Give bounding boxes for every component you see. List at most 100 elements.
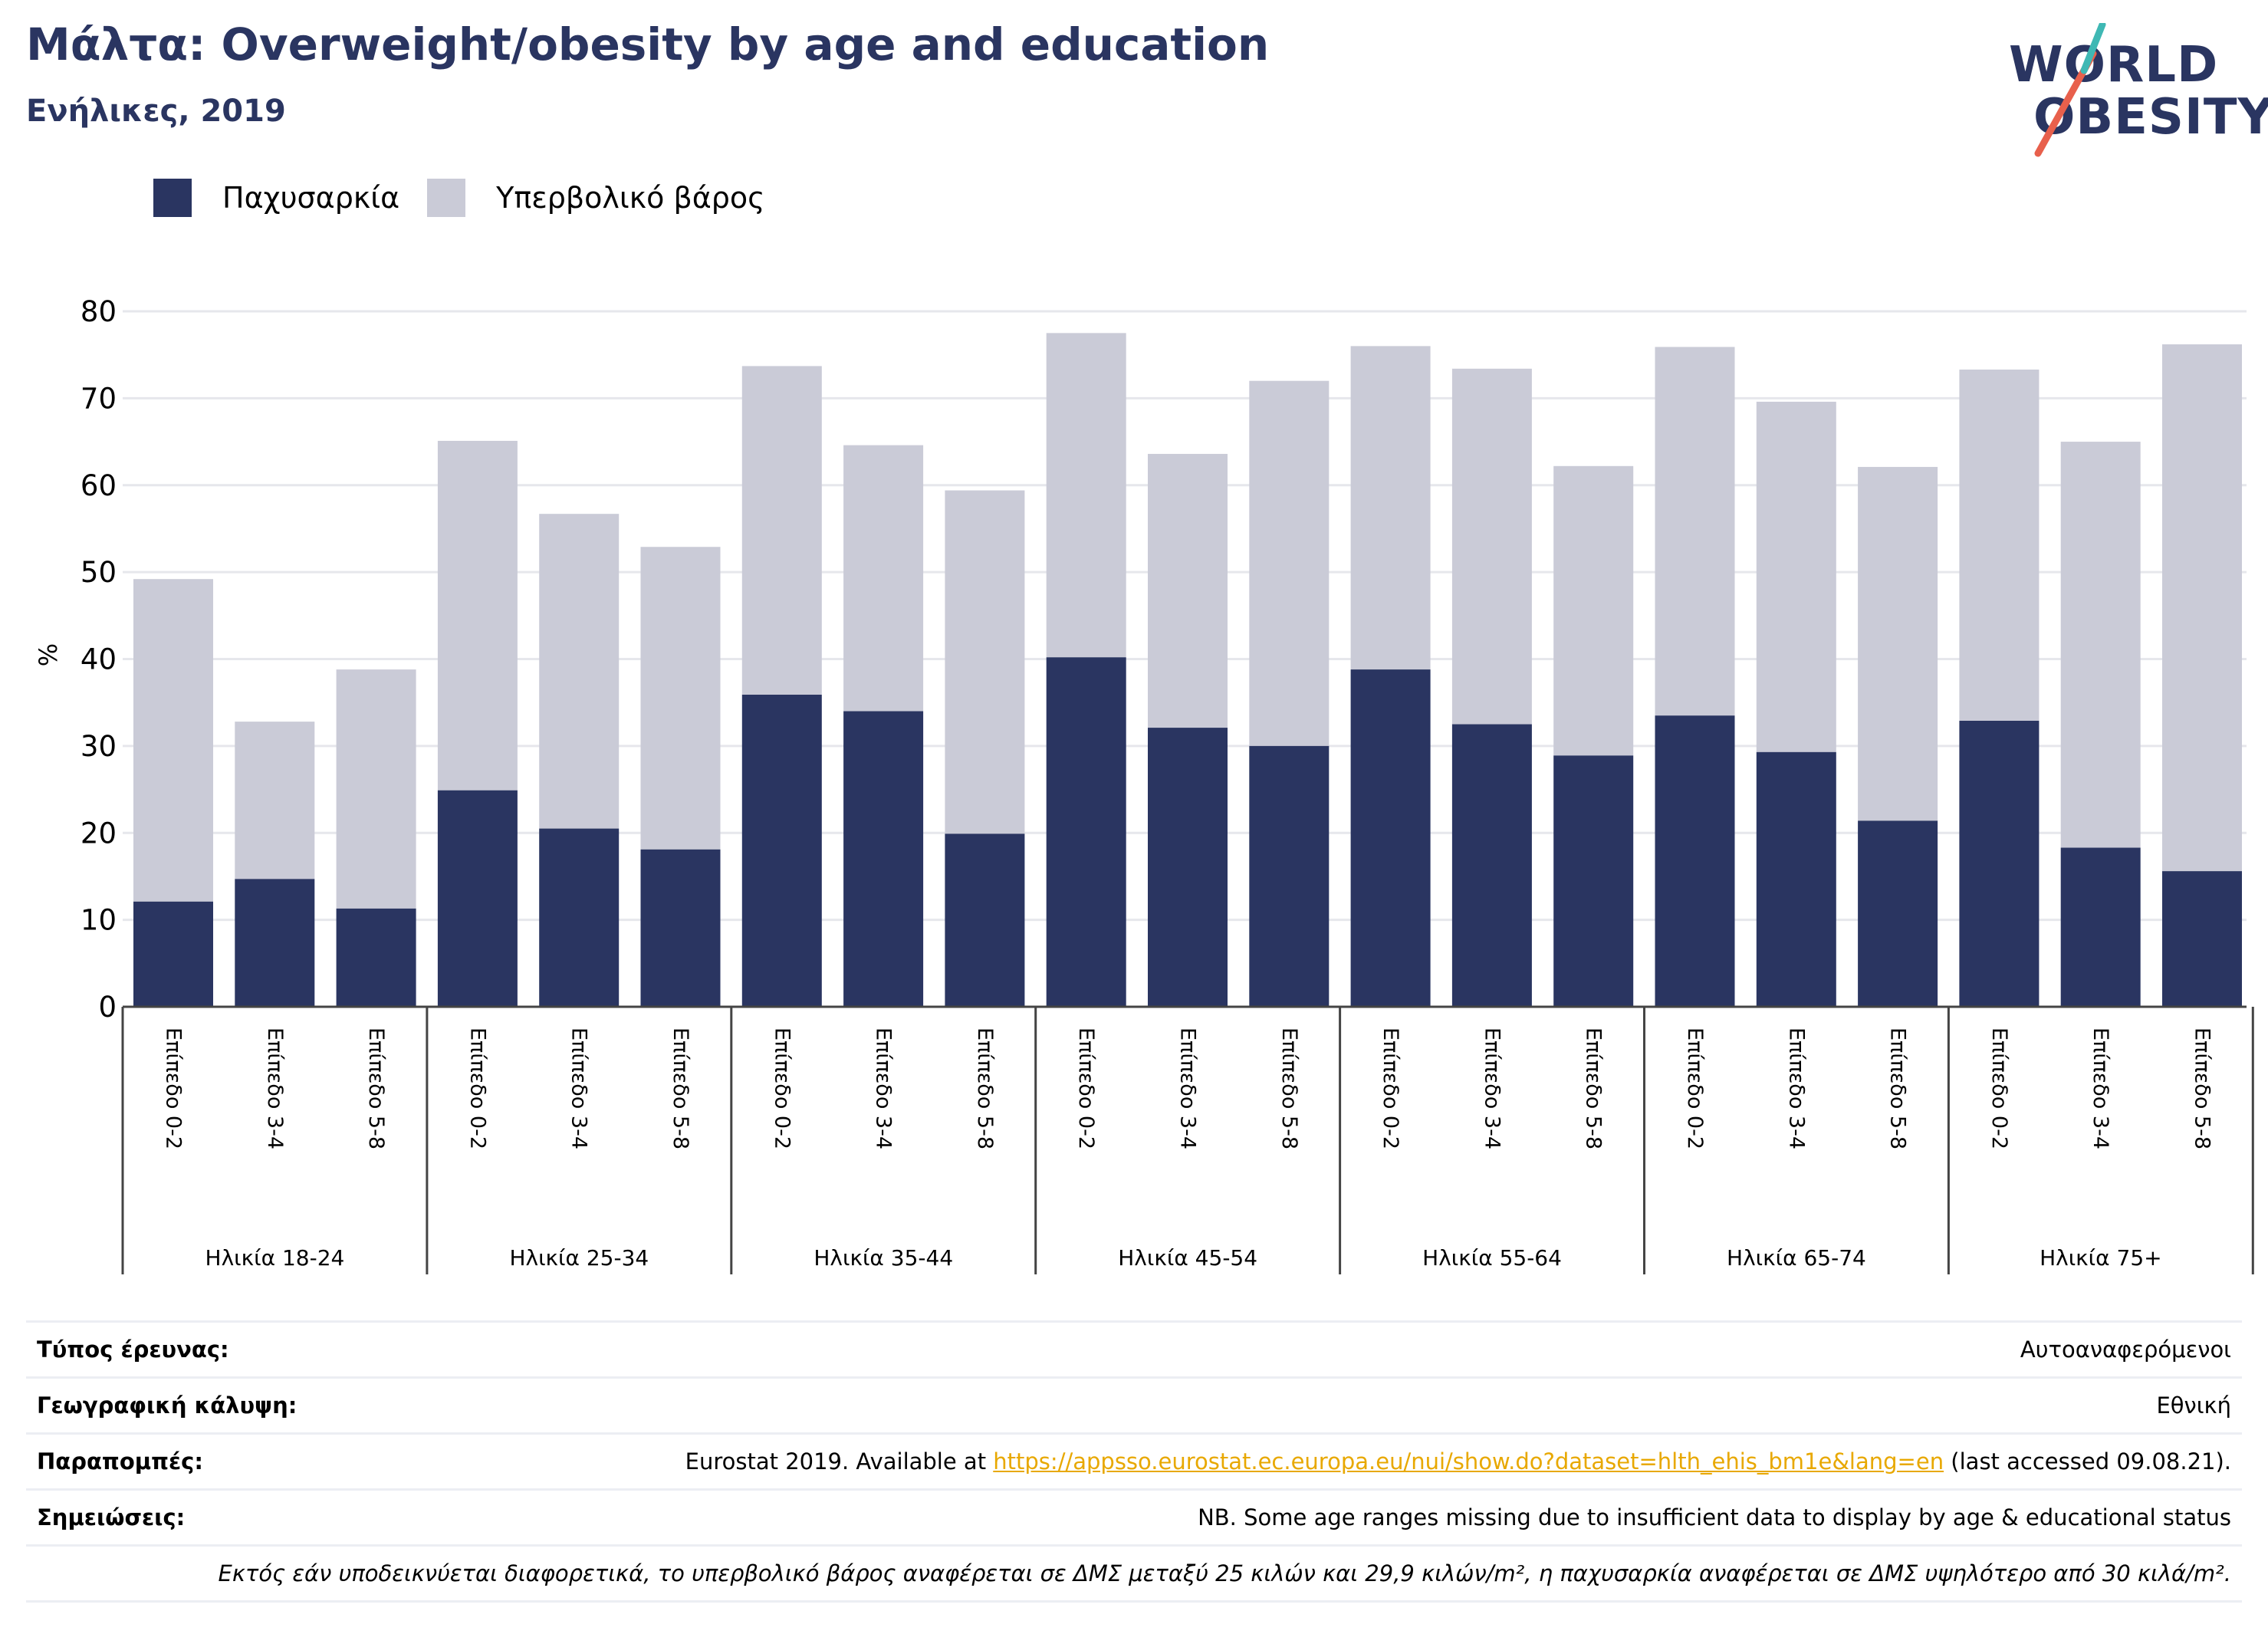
y-tick-label: 60: [81, 469, 117, 502]
bar-overweight: [640, 547, 721, 850]
bar-overweight: [1756, 401, 1836, 752]
bar-chart: 0 10 20 30 40 50 60 70 80% Επίπεδο 0-2 Επίπεδο 3-4…: [34, 295, 2254, 1274]
bar-overweight: [1655, 347, 1735, 716]
legend: Παχυσαρκία Υπερβολικό βάρος: [153, 176, 792, 219]
bar-obesity: [1959, 720, 2040, 1007]
reference-prefix: Eurostat 2019. Available at: [685, 1448, 994, 1475]
age-group-label: Ηλικία 55-64: [1422, 1245, 1562, 1271]
bar-overweight: [1148, 453, 1228, 728]
meta-label: Τύπος έρευνας:: [37, 1336, 229, 1363]
bar-obesity: [235, 879, 315, 1007]
y-tick-label: 0: [98, 991, 117, 1024]
legend-item-obesity: Παχυσαρκία: [153, 179, 399, 217]
bar-obesity: [539, 828, 620, 1007]
legend-item-overweight: Υπερβολικό βάρος: [427, 179, 764, 217]
bar-overweight: [1249, 380, 1330, 746]
y-tick-label: 80: [81, 295, 117, 328]
x-tick-label: Επίπεδο 3-4: [1480, 1027, 1504, 1149]
legend-swatch-obesity: [153, 179, 192, 217]
y-tick-label: 70: [81, 382, 117, 415]
meta-value: Αυτοαναφερόμενοι: [2020, 1336, 2231, 1363]
age-group-label: Ηλικία 75+: [2040, 1245, 2162, 1271]
x-tick-label: Επίπεδο 3-4: [1176, 1027, 1200, 1149]
logo-slash-icon: [2034, 23, 2106, 157]
bar-obesity: [336, 908, 416, 1007]
bar-obesity: [1553, 755, 1634, 1007]
meta-value: Εθνική: [2156, 1392, 2231, 1419]
chart-title: Μάλτα: Overweight/obesity by age and edu…: [26, 18, 1270, 71]
bar-obesity: [1046, 657, 1126, 1007]
x-tick-label: Επίπεδο 3-4: [1784, 1027, 1808, 1149]
footnote: Εκτός εάν υποδεικνύεται διαφορετικά, το …: [218, 1560, 2232, 1586]
bar-overweight: [336, 669, 416, 909]
bar-obesity: [1756, 751, 1836, 1007]
x-tick-label: Επίπεδο 3-4: [567, 1027, 591, 1149]
x-tick-label: Επίπεδο 3-4: [263, 1027, 287, 1149]
meta-label: Γεωγραφική κάλυψη:: [37, 1392, 297, 1419]
x-tick-label: Επίπεδο 0-2: [162, 1027, 186, 1149]
bar-obesity: [1249, 745, 1330, 1007]
meta-row-references: Παραπομπές: Eurostat 2019. Available at …: [26, 1432, 2242, 1488]
bar-obesity: [1858, 820, 1938, 1007]
age-group-label: Ηλικία 18-24: [205, 1245, 345, 1271]
bar-obesity: [1451, 724, 1532, 1007]
bar-overweight: [1046, 333, 1126, 658]
age-group-label: Ηλικία 65-74: [1727, 1245, 1866, 1271]
bar-obesity: [945, 833, 1025, 1007]
meta-row-notes: Σημειώσεις: NB. Some age ranges missing …: [26, 1488, 2242, 1544]
bar-overweight: [1959, 369, 2040, 721]
x-tick-label: Επίπεδο 0-2: [1987, 1027, 2011, 1149]
bar-obesity: [133, 901, 213, 1007]
y-axis-label: %: [34, 643, 63, 666]
age-group-label: Ηλικία 45-54: [1118, 1245, 1257, 1271]
x-tick-label: Επίπεδο 0-2: [1379, 1027, 1402, 1149]
bar-overweight: [843, 445, 924, 712]
bar-overweight: [133, 579, 213, 902]
legend-label-overweight: Υπερβολικό βάρος: [496, 181, 765, 215]
y-tick-label: 50: [81, 556, 117, 589]
age-group-label: Ηλικία 35-44: [814, 1245, 953, 1271]
x-tick-label: Επίπεδο 3-4: [872, 1027, 896, 1149]
bar-obesity: [1655, 715, 1735, 1007]
meta-value: NB. Some age ranges missing due to insuf…: [1198, 1504, 2231, 1530]
bar-overweight: [2162, 344, 2242, 872]
x-tick-label: Επίπεδο 5-8: [1277, 1027, 1301, 1149]
bar-obesity: [437, 790, 518, 1007]
x-tick-label: Επίπεδο 0-2: [770, 1027, 794, 1149]
metadata-table: Τύπος έρευνας: Αυτοαναφερόμενοι Γεωγραφι…: [26, 1320, 2242, 1603]
meta-row-footnote: Εκτός εάν υποδεικνύεται διαφορετικά, το …: [26, 1544, 2242, 1603]
meta-row-coverage: Γεωγραφική κάλυψη: Εθνική: [26, 1376, 2242, 1432]
bar-overweight: [1350, 346, 1431, 670]
age-group-label: Ηλικία 25-34: [509, 1245, 649, 1271]
x-tick-label: Επίπεδο 5-8: [973, 1027, 997, 1149]
bar-overweight: [1451, 368, 1532, 725]
meta-label: Παραπομπές:: [37, 1448, 203, 1475]
y-tick-label: 20: [81, 817, 117, 850]
bar-overweight: [1553, 465, 1634, 756]
bar-obesity: [843, 711, 924, 1007]
bar-overweight: [1858, 466, 1938, 821]
bar-obesity: [741, 694, 822, 1007]
bar-obesity: [640, 849, 721, 1007]
reference-suffix: (last accessed 09.08.21).: [1944, 1448, 2231, 1475]
x-tick-label: Επίπεδο 5-8: [2191, 1027, 2214, 1149]
legend-label-obesity: Παχυσαρκία: [222, 181, 400, 215]
y-tick-label: 30: [81, 730, 117, 763]
x-tick-label: Επίπεδο 5-8: [1886, 1027, 1910, 1149]
x-tick-label: Επίπεδο 5-8: [364, 1027, 388, 1149]
y-tick-label: 40: [81, 643, 117, 676]
meta-row-survey-type: Τύπος έρευνας: Αυτοαναφερόμενοι: [26, 1320, 2242, 1376]
x-tick-label: Επίπεδο 5-8: [669, 1027, 692, 1149]
world-obesity-logo: WORLD OBESITY: [2001, 23, 2268, 161]
bar-overweight: [539, 514, 620, 829]
x-tick-label: Επίπεδο 5-8: [1582, 1027, 1606, 1149]
chart-subtitle: Ενήλικες, 2019: [26, 94, 286, 129]
meta-label: Σημειώσεις:: [37, 1504, 186, 1530]
logo-line-2: OBESITY: [2033, 89, 2268, 146]
bar-overweight: [437, 440, 518, 791]
bar-overweight: [2060, 442, 2141, 848]
x-tick-label: Επίπεδο 0-2: [465, 1027, 489, 1149]
reference-link[interactable]: https://appsso.eurostat.ec.europa.eu/nui…: [993, 1448, 1944, 1475]
x-tick-label: Επίπεδο 0-2: [1074, 1027, 1098, 1149]
bar-overweight: [741, 366, 822, 695]
